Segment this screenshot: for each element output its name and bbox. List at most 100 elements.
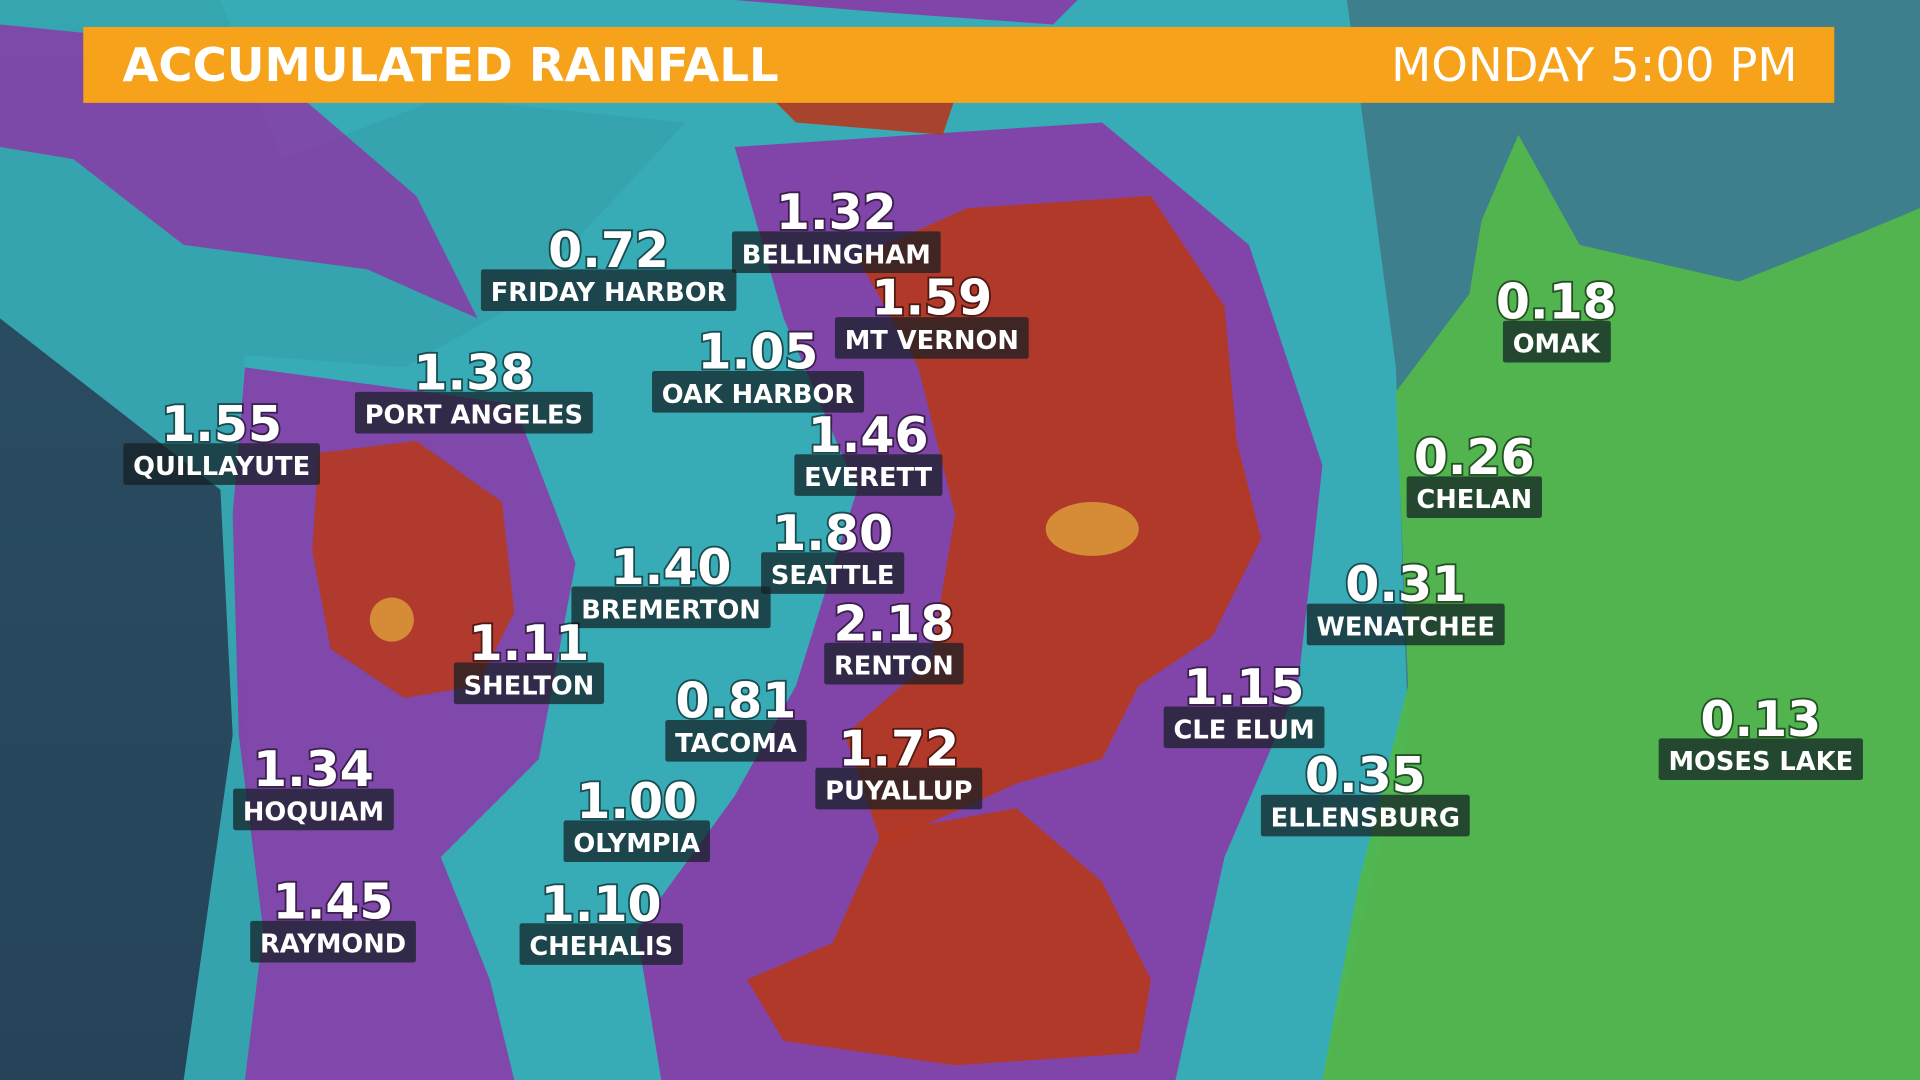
header-day: MONDAY [1391, 38, 1595, 92]
station-name: CHEHALIS [529, 932, 673, 962]
station-label-bg [1306, 603, 1505, 646]
station-name: RENTON [834, 652, 954, 682]
station-name: CLE ELUM [1173, 715, 1314, 745]
station-label-bg [815, 767, 983, 810]
station-name: OAK HARBOR [662, 380, 855, 410]
station-value: 1.46 [808, 407, 929, 464]
header-time: 5:00 PM [1610, 38, 1797, 92]
station-name: TACOMA [675, 729, 797, 759]
station-value: 1.15 [1184, 659, 1305, 716]
station-value: 1.40 [611, 539, 732, 596]
station-label-bg [233, 788, 394, 831]
station-label-bg [651, 371, 865, 413]
station-name: HOQUIAM [243, 797, 384, 827]
station-value: 0.31 [1345, 556, 1466, 613]
rain-zone-heavy [312, 440, 515, 698]
station-label-bg [519, 923, 683, 965]
station-label-bg [761, 552, 905, 594]
station-value: 1.10 [541, 876, 662, 933]
station-value: 0.81 [676, 673, 797, 730]
station-name: PUYALLUP [825, 777, 972, 807]
rain-zone-heavy [746, 808, 1152, 1066]
station-label-bg [1163, 706, 1325, 749]
station-name: OLYMPIA [573, 829, 700, 859]
station-name: MOSES LAKE [1668, 747, 1853, 777]
station-name: SHELTON [464, 671, 595, 701]
station-value: 1.00 [576, 773, 697, 830]
station-value: 1.11 [469, 615, 590, 672]
station-name: SEATTLE [771, 561, 895, 591]
station-label-bg [571, 586, 771, 629]
station-label-bg [665, 720, 807, 762]
station-name: QUILLAYUTE [133, 452, 310, 482]
station-label-bg [834, 317, 1029, 359]
station-name: OMAK [1513, 330, 1601, 360]
station-value: 0.13 [1700, 691, 1821, 748]
station-label-bg [1406, 476, 1542, 518]
station-name: MT VERNON [845, 326, 1019, 356]
station-label-bg [1658, 738, 1863, 780]
station-name: BREMERTON [581, 595, 761, 625]
station-name: ELLENSBURG [1271, 804, 1460, 834]
station-name: CHELAN [1416, 485, 1532, 515]
station-label-bg [453, 662, 605, 705]
station-value: 1.55 [161, 396, 282, 453]
station-value: 1.45 [273, 873, 394, 930]
station-name: RAYMOND [260, 930, 406, 960]
station-value: 1.05 [698, 324, 819, 381]
station-value: 1.80 [772, 505, 893, 562]
station-label-bg [731, 231, 941, 274]
station-label-bg [123, 443, 320, 485]
station-value: 1.59 [871, 270, 992, 327]
station-value: 0.72 [548, 222, 669, 279]
station-name: FRIDAY HARBOR [491, 278, 727, 308]
rain-zone-peak [1045, 502, 1139, 556]
rain-zone-low [1322, 0, 1920, 1080]
station-value: 1.38 [413, 344, 534, 401]
station-name: PORT ANGELES [365, 401, 583, 431]
station-value: 1.32 [776, 184, 897, 241]
station-label-bg [1260, 794, 1470, 837]
station-value: 0.18 [1496, 273, 1617, 330]
station-name: EVERETT [804, 463, 932, 493]
station-label-bg [354, 391, 593, 434]
header-bar [83, 26, 1835, 103]
station-value: 2.18 [833, 595, 954, 652]
station-label-bg [480, 269, 737, 312]
station-label-bg [1502, 320, 1611, 363]
station-value: 1.34 [253, 741, 374, 798]
station-label-bg [794, 454, 943, 496]
station-name: WENATCHEE [1317, 613, 1495, 643]
header-title: ACCUMULATED RAINFALL [122, 38, 778, 92]
station-name: BELLINGHAM [742, 240, 931, 270]
station-label-bg [250, 920, 416, 963]
station-label-bg [824, 642, 964, 685]
station-value: 1.72 [838, 720, 959, 777]
rain-zone-peak [369, 597, 414, 642]
